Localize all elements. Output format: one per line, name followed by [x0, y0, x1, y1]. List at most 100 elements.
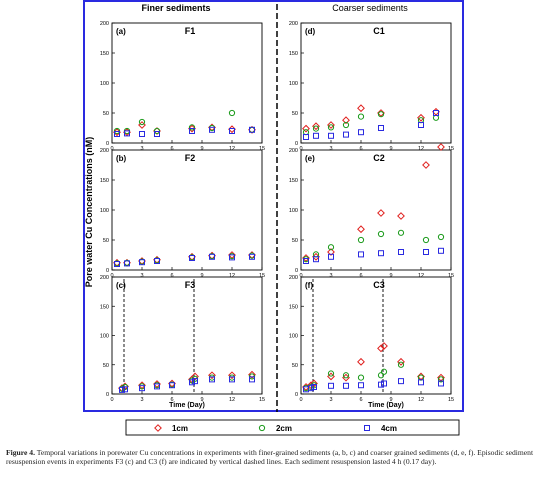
panel-letter: (d) — [305, 27, 316, 36]
point-4cm — [378, 250, 384, 257]
point-4cm — [328, 132, 334, 139]
x-axis-label-left: Time (Day) — [169, 402, 205, 409]
x-tick-label: 15 — [259, 397, 265, 403]
y-tick-label: 100 — [100, 208, 109, 214]
x-tick-label: 3 — [329, 397, 332, 403]
point-2cm — [357, 374, 365, 381]
point-2cm — [380, 368, 388, 375]
point-2cm — [357, 113, 365, 120]
point-4cm — [311, 383, 317, 390]
figure-caption: Figure 4. Temporal variations in porewat… — [6, 448, 538, 467]
point-4cm — [249, 126, 255, 133]
x-tick-label: 12 — [229, 273, 235, 279]
x-tick-label: 6 — [170, 273, 173, 279]
point-4cm — [209, 126, 215, 133]
y-tick-label: 50 — [292, 363, 298, 369]
point-4cm — [381, 380, 387, 387]
y-tick-label: 150 — [100, 178, 109, 184]
point-1cm — [377, 209, 385, 217]
x-tick-label: 15 — [259, 273, 265, 279]
point-2cm — [437, 233, 445, 241]
x-tick-label: 12 — [418, 273, 424, 279]
y-tick-label: 150 — [289, 304, 298, 310]
point-4cm — [343, 131, 349, 138]
x-tick-label: 3 — [140, 146, 143, 152]
y-tick-label: 100 — [289, 334, 298, 340]
x-tick-label: 0 — [110, 397, 113, 403]
x-tick-label: 6 — [359, 273, 362, 279]
panel-title: C3 — [373, 280, 385, 290]
point-4cm — [209, 376, 215, 383]
point-2cm — [377, 111, 385, 118]
point-4cm — [328, 253, 334, 260]
x-tick-label: 9 — [389, 397, 392, 403]
point-1cm — [357, 225, 365, 234]
x-tick-label: 3 — [140, 397, 143, 403]
point-2cm — [422, 236, 430, 244]
legend-marker-4cm — [364, 425, 370, 431]
point-4cm — [229, 128, 235, 134]
point-2cm — [397, 229, 405, 236]
y-tick-label: 150 — [100, 304, 109, 310]
legend-box — [125, 419, 460, 436]
point-4cm — [154, 258, 160, 264]
x-tick-label: 9 — [389, 146, 392, 152]
point-4cm — [124, 130, 130, 137]
point-1cm — [377, 109, 385, 117]
point-4cm — [154, 383, 160, 390]
point-2cm — [342, 121, 350, 129]
x-tick-label: 6 — [170, 146, 173, 152]
x-tick-label: 12 — [418, 146, 424, 152]
panel-letter: (e) — [305, 154, 315, 163]
y-tick-label: 0 — [295, 392, 298, 398]
point-4cm — [358, 382, 364, 389]
point-1cm — [302, 254, 310, 262]
x-tick-label: 15 — [448, 273, 454, 279]
legend-label: 2cm — [276, 424, 292, 433]
x-tick-label: 9 — [389, 273, 392, 279]
point-2cm — [377, 372, 385, 379]
x-tick-label: 15 — [448, 397, 454, 403]
point-1cm — [302, 124, 310, 133]
y-tick-label: 200 — [289, 148, 298, 154]
y-tick-label: 0 — [106, 392, 109, 398]
panel-letter: (c) — [116, 281, 126, 290]
legend-marker-2cm — [258, 424, 266, 432]
plot-area-b — [111, 149, 263, 271]
point-4cm — [438, 247, 444, 254]
x-tick-label: 0 — [110, 273, 113, 279]
point-4cm — [249, 253, 255, 260]
legend-marker-1cm — [154, 424, 162, 432]
point-2cm — [188, 124, 196, 131]
x-tick-label: 12 — [229, 397, 235, 403]
point-4cm — [378, 125, 384, 131]
point-2cm — [208, 124, 216, 132]
point-4cm — [328, 382, 334, 389]
y-tick-label: 50 — [292, 111, 298, 117]
point-1cm — [208, 371, 216, 380]
y-tick-label: 150 — [289, 178, 298, 184]
point-1cm — [228, 251, 236, 259]
y-tick-label: 200 — [100, 21, 109, 27]
point-4cm — [303, 134, 309, 140]
panel-title: F1 — [185, 26, 196, 36]
plot-area-d — [300, 22, 452, 144]
point-4cm — [114, 131, 120, 137]
point-4cm — [189, 255, 195, 261]
point-4cm — [418, 379, 424, 386]
point-1cm — [327, 121, 335, 129]
point-1cm — [228, 371, 236, 380]
point-2cm — [342, 372, 350, 379]
panel-title: C1 — [373, 26, 385, 36]
x-tick-label: 0 — [299, 146, 302, 152]
point-4cm — [209, 253, 215, 260]
x-tick-label: 15 — [448, 146, 454, 152]
point-2cm — [228, 109, 236, 117]
panel-letter: (a) — [116, 27, 126, 36]
point-2cm — [138, 118, 146, 126]
point-4cm — [139, 259, 145, 266]
